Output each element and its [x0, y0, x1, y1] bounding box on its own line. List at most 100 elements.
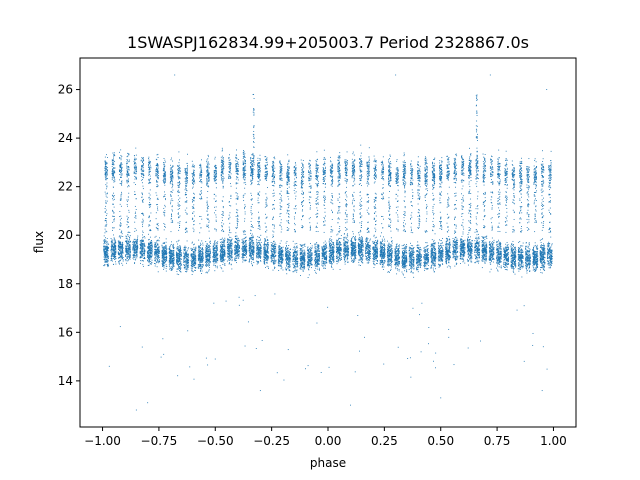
data-point — [170, 194, 172, 196]
data-point — [119, 242, 120, 244]
data-point — [169, 267, 171, 269]
data-point — [105, 257, 107, 259]
data-point — [209, 259, 211, 261]
data-point — [216, 251, 218, 253]
data-point — [161, 245, 163, 247]
data-point — [191, 262, 193, 264]
data-point — [223, 241, 225, 243]
data-point — [194, 261, 196, 263]
data-point — [184, 247, 186, 249]
data-point — [202, 257, 204, 259]
data-point — [169, 182, 171, 183]
data-point — [229, 250, 231, 252]
data-point — [194, 252, 196, 254]
data-point — [155, 252, 157, 254]
data-point — [120, 225, 122, 227]
data-point — [184, 271, 186, 273]
data-point — [113, 215, 115, 217]
data-point — [176, 273, 178, 275]
data-point — [104, 249, 106, 251]
data-point — [163, 246, 165, 248]
data-point — [214, 251, 216, 253]
data-point — [231, 255, 233, 257]
data-point — [134, 166, 136, 168]
data-point — [104, 161, 106, 163]
data-point — [110, 248, 112, 250]
data-point — [137, 245, 139, 247]
data-point — [173, 257, 175, 259]
data-point — [111, 163, 113, 165]
data-point — [171, 260, 173, 262]
data-point — [244, 260, 246, 262]
data-point — [208, 270, 210, 272]
data-point — [191, 250, 193, 251]
data-point — [144, 249, 146, 251]
data-point — [193, 173, 195, 175]
data-point — [136, 178, 137, 180]
data-point — [134, 168, 136, 170]
data-point — [118, 252, 120, 254]
data-point — [137, 241, 138, 243]
data-point — [215, 165, 217, 167]
data-point — [141, 157, 143, 158]
data-point — [222, 260, 223, 262]
data-point — [134, 166, 136, 168]
data-point — [180, 252, 182, 253]
data-point — [245, 242, 247, 244]
data-point — [214, 250, 215, 252]
data-point — [241, 254, 243, 256]
data-point — [186, 231, 188, 233]
data-point — [207, 170, 209, 172]
data-point — [213, 175, 215, 177]
data-point — [222, 255, 224, 257]
data-point — [176, 259, 178, 261]
data-point — [125, 254, 127, 256]
data-point — [136, 249, 138, 251]
data-point — [192, 218, 194, 220]
data-point — [236, 254, 238, 256]
data-point — [164, 172, 166, 174]
data-point — [206, 243, 208, 245]
data-point — [170, 195, 172, 197]
data-point — [106, 246, 108, 248]
data-point — [215, 176, 217, 177]
data-point — [193, 258, 195, 260]
data-point — [224, 237, 226, 239]
data-point — [151, 243, 153, 245]
data-point — [127, 152, 129, 154]
data-point — [179, 168, 181, 170]
data-point — [176, 255, 178, 257]
data-point — [128, 178, 129, 180]
data-point — [106, 174, 108, 176]
data-point — [142, 241, 143, 242]
data-point — [202, 258, 203, 260]
data-point — [161, 244, 163, 246]
data-point — [112, 203, 114, 205]
data-point — [148, 262, 150, 264]
data-point — [126, 251, 128, 253]
data-point — [234, 254, 236, 256]
data-point — [129, 247, 131, 248]
data-point — [229, 163, 231, 165]
data-point — [200, 265, 202, 267]
data-point — [184, 253, 186, 255]
data-point — [171, 219, 173, 221]
data-point — [126, 173, 128, 175]
data-point — [216, 253, 218, 255]
data-point — [177, 254, 179, 256]
data-point — [195, 247, 197, 249]
data-point — [112, 255, 114, 257]
data-point — [161, 251, 163, 252]
data-point — [105, 241, 107, 242]
data-point — [163, 182, 165, 184]
data-point — [170, 251, 172, 253]
data-point — [216, 242, 218, 244]
data-point — [148, 192, 150, 194]
data-point — [141, 245, 143, 247]
data-point — [178, 246, 180, 248]
data-point — [192, 257, 194, 259]
data-point — [151, 250, 152, 252]
data-point — [105, 173, 107, 175]
data-point — [228, 248, 230, 250]
data-point — [119, 183, 121, 184]
